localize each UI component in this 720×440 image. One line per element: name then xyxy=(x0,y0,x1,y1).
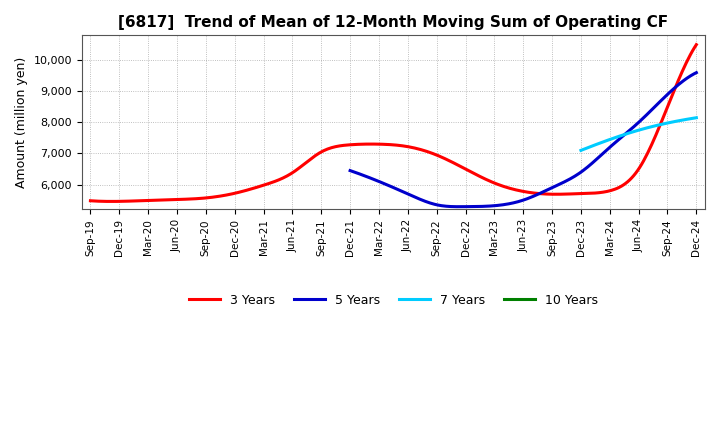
5 Years xyxy=(454,204,463,209)
3 Years xyxy=(449,160,457,165)
3 Years xyxy=(88,198,96,204)
3 Years xyxy=(107,199,115,204)
Y-axis label: Amount (million yen): Amount (million yen) xyxy=(15,57,28,188)
Line: 5 Years: 5 Years xyxy=(350,73,696,207)
7 Years xyxy=(647,124,656,129)
5 Years xyxy=(692,70,701,75)
Line: 3 Years: 3 Years xyxy=(91,45,696,202)
3 Years xyxy=(637,161,646,167)
5 Years xyxy=(661,94,670,99)
5 Years xyxy=(346,168,354,173)
5 Years xyxy=(347,169,356,174)
Line: 7 Years: 7 Years xyxy=(581,118,696,150)
7 Years xyxy=(692,115,701,121)
3 Years xyxy=(692,42,701,48)
Legend: 3 Years, 5 Years, 7 Years, 10 Years: 3 Years, 5 Years, 7 Years, 10 Years xyxy=(184,289,603,312)
3 Years xyxy=(459,165,467,171)
7 Years xyxy=(674,118,683,124)
5 Years xyxy=(552,183,561,188)
7 Years xyxy=(645,125,654,130)
7 Years xyxy=(577,148,585,153)
3 Years xyxy=(599,190,608,195)
7 Years xyxy=(577,147,585,153)
3 Years xyxy=(447,159,456,164)
7 Years xyxy=(681,117,690,122)
3 Years xyxy=(86,198,95,203)
Title: [6817]  Trend of Mean of 12-Month Moving Sum of Operating CF: [6817] Trend of Mean of 12-Month Moving … xyxy=(118,15,668,30)
5 Years xyxy=(559,180,567,185)
5 Years xyxy=(639,116,647,121)
5 Years xyxy=(553,183,562,188)
7 Years xyxy=(645,125,654,130)
